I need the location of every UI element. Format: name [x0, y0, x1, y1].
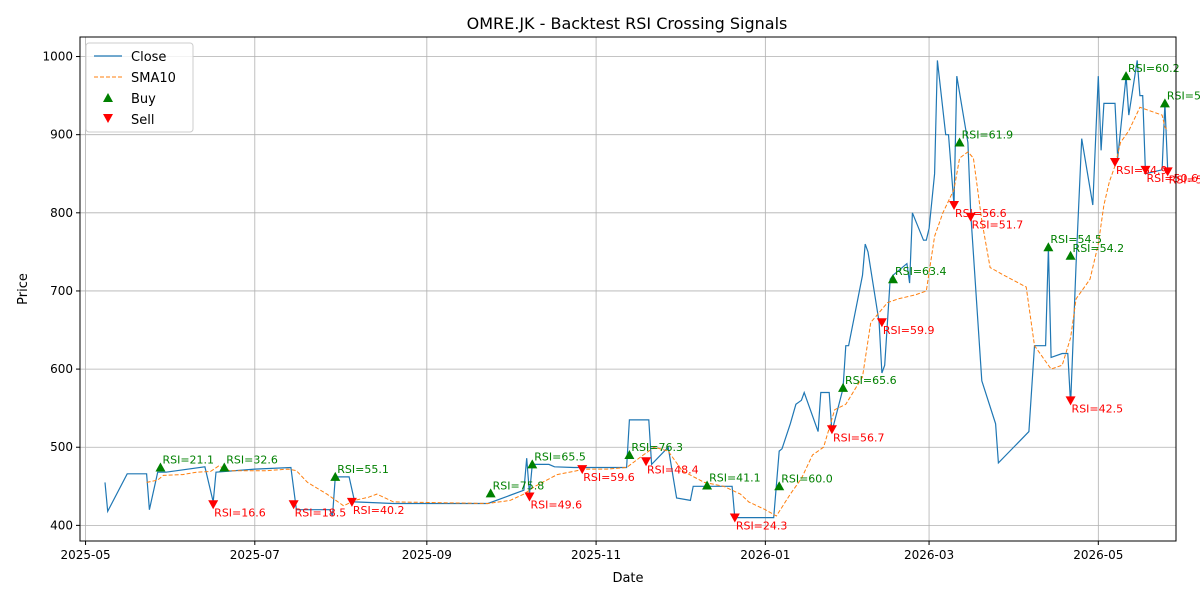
- y-tick-label: 400: [50, 518, 73, 532]
- sell-annotation: RSI=51.7: [972, 219, 1024, 232]
- sell-marker: [208, 500, 219, 510]
- legend-buy-label: Buy: [131, 92, 156, 107]
- sell-annotation: RSI=18.5: [295, 506, 347, 519]
- sell-marker: [641, 457, 652, 467]
- buy-annotation: RSI=60.2: [1128, 62, 1180, 75]
- buy-annotation: RSI=56.6: [1167, 89, 1200, 102]
- y-tick-label: 700: [50, 284, 73, 298]
- buy-marker: [155, 462, 166, 472]
- plot-area: RSI=21.1 RSI=32.6 RSI=55.1 RSI=75.8 RSI=65.5…: [104, 60, 1200, 533]
- sell-annotation: RSI=42.5: [1072, 402, 1124, 415]
- legend: Close SMA10 Buy Sell: [85, 42, 194, 133]
- y-tick-label: 900: [50, 128, 73, 142]
- y-axis-label: Price: [16, 273, 31, 305]
- x-tick-label: 2026-03: [904, 548, 954, 562]
- x-axis-label: Date: [612, 571, 643, 586]
- sell-annotation: RSI=50.2: [1169, 173, 1200, 186]
- x-tick-label: 2026-05: [1073, 548, 1123, 562]
- x-tick-label: 2025-05: [60, 548, 110, 562]
- buy-marker: [1043, 242, 1054, 252]
- plot-frame: [79, 36, 1177, 542]
- sma10-line: [146, 106, 1169, 517]
- sell-marker: [965, 212, 976, 222]
- sell-marker: [1109, 158, 1120, 168]
- sell-marker: [826, 425, 837, 435]
- buy-marker: [702, 480, 713, 490]
- buy-marker: [527, 459, 538, 469]
- sell-annotation: RSI=24.3: [736, 520, 788, 533]
- buy-annotation: RSI=75.8: [493, 479, 545, 492]
- sell-marker: [1162, 167, 1173, 177]
- buy-annotation: RSI=32.6: [226, 454, 278, 467]
- buy-annotation: RSI=76.3: [631, 441, 683, 454]
- x-tick-label: 2026-01: [740, 548, 790, 562]
- y-tick-label: 500: [50, 440, 73, 454]
- sell-marker: [1065, 396, 1076, 406]
- sell-marker: [524, 492, 535, 502]
- buy-marker: [1121, 71, 1132, 81]
- buy-marker: [624, 450, 635, 460]
- legend-sell-label: Sell: [131, 113, 154, 128]
- y-tick-label: 800: [50, 206, 73, 220]
- sell-annotation: RSI=48.4: [647, 463, 699, 476]
- sell-annotation: RSI=49.6: [530, 498, 582, 511]
- buy-annotation: RSI=55.1: [337, 463, 389, 476]
- sell-annotation: RSI=59.6: [583, 471, 635, 484]
- buy-marker: [485, 488, 496, 498]
- sell-marker: [729, 513, 740, 523]
- x-tick-label: 2025-09: [402, 548, 452, 562]
- buy-marker: [887, 274, 898, 284]
- buy-marker: [954, 137, 965, 147]
- grid: [80, 37, 1176, 541]
- buy-annotation: RSI=65.6: [845, 374, 897, 387]
- buy-annotation: RSI=54.5: [1050, 233, 1102, 246]
- sell-annotation: RSI=59.9: [883, 324, 935, 337]
- sell-annotation: RSI=40.2: [353, 504, 405, 517]
- buy-annotation: RSI=61.9: [962, 128, 1014, 141]
- sell-marker: [346, 497, 357, 507]
- sell-marker: [288, 500, 299, 510]
- x-axis: 2025-05 2025-07 2025-09 2025-11 2026-01 2026-…: [60, 541, 1123, 562]
- buy-marker: [1065, 250, 1076, 260]
- y-tick-label: 600: [50, 362, 73, 376]
- buy-marker: [838, 382, 849, 392]
- legend-sma-label: SMA10: [131, 71, 176, 86]
- x-tick-label: 2025-07: [230, 548, 280, 562]
- legend-close-label: Close: [131, 50, 166, 65]
- sell-marker: [949, 201, 960, 210]
- sell-marker: [577, 465, 588, 475]
- sell-marker: [876, 318, 887, 328]
- chart-title: OMRE.JK - Backtest RSI Crossing Signals: [467, 14, 788, 33]
- buy-marker: [330, 471, 341, 481]
- legend-box: [85, 42, 194, 133]
- legend-sell-marker: [103, 114, 113, 123]
- sell-annotation: RSI=54.9: [1116, 164, 1168, 177]
- buy-marker: [1159, 98, 1170, 108]
- sell-annotation: RSI=56.7: [833, 431, 885, 444]
- legend-buy-marker: [103, 93, 113, 102]
- sell-marker: [1140, 165, 1151, 175]
- buy-marker: [774, 481, 785, 491]
- buy-annotation: RSI=41.1: [709, 472, 761, 485]
- buy-marker: [219, 462, 230, 472]
- y-axis: 400 500 600 700 800 900 1000: [42, 50, 80, 532]
- y-tick-label: 1000: [42, 50, 73, 64]
- buy-annotation: RSI=60.0: [781, 472, 833, 485]
- buy-annotation: RSI=65.5: [534, 450, 586, 463]
- x-tick-label: 2025-11: [571, 548, 621, 562]
- buy-annotation: RSI=54.2: [1073, 242, 1125, 255]
- buy-annotation: RSI=21.1: [162, 454, 214, 467]
- close-line: [104, 60, 1169, 519]
- sell-annotation: RSI=50.6: [1146, 172, 1198, 185]
- sell-annotation: RSI=16.6: [214, 506, 266, 519]
- buy-annotation: RSI=63.4: [895, 265, 947, 278]
